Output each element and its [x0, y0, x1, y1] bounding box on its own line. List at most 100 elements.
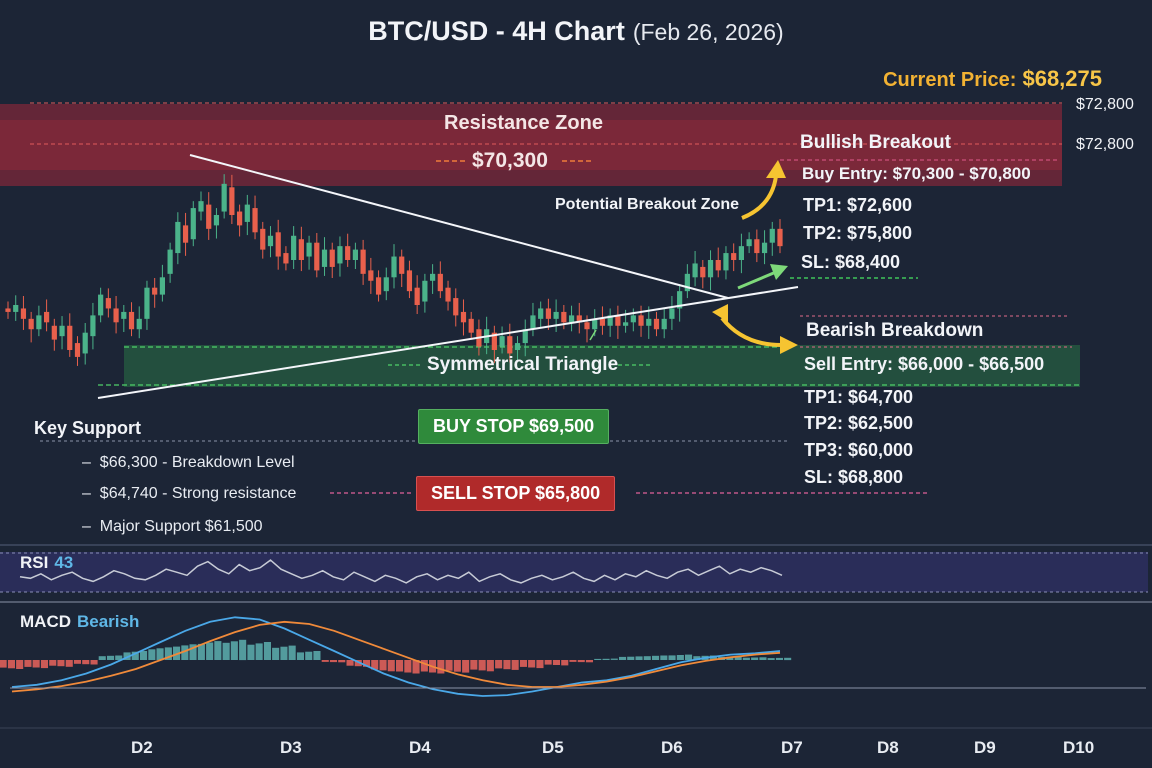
macd-bar: [140, 651, 148, 660]
macd-bar: [734, 656, 742, 660]
candle: [561, 311, 567, 323]
macd-bar: [437, 660, 445, 674]
macd-bar: [379, 660, 387, 671]
bullish-entry: Buy Entry: $70,300 - $70,800: [802, 164, 1031, 183]
resistance-zone-glow: [0, 120, 1062, 170]
candle: [491, 332, 497, 350]
bearish-arrow-tail: [712, 304, 728, 322]
support-zone: [124, 345, 1080, 387]
candle: [314, 242, 320, 271]
macd-bar: [404, 660, 412, 673]
candle: [522, 329, 528, 344]
breakout-tick: [589, 329, 597, 341]
macd-bar: [627, 656, 635, 660]
x-tick-label: D6: [661, 738, 683, 757]
macd-value: Bearish: [77, 612, 140, 631]
macd-bar: [82, 660, 90, 665]
candle: [252, 208, 258, 233]
candle: [221, 183, 227, 212]
macd-bar: [90, 660, 98, 665]
macd-bar: [73, 660, 81, 664]
candle: [468, 318, 474, 333]
candle: [723, 253, 729, 271]
candle: [152, 287, 158, 295]
candle: [159, 277, 165, 295]
macd-bar: [536, 660, 544, 669]
macd-bar: [503, 660, 511, 670]
candle: [190, 208, 196, 240]
bullish-tp2: TP2: $75,800: [803, 223, 913, 243]
macd-bar: [693, 656, 701, 660]
price-label-72800-b: $72,800: [1076, 136, 1134, 153]
macd-bar: [387, 660, 395, 672]
candle: [777, 228, 783, 247]
candle: [337, 246, 343, 264]
candle: [445, 287, 451, 302]
candle: [121, 311, 127, 319]
macd-bar: [164, 647, 172, 660]
candle: [345, 246, 351, 260]
sl-arrow: [737, 270, 777, 290]
candle: [715, 260, 721, 271]
candle: [746, 239, 752, 247]
macd-bar: [775, 657, 783, 660]
macd-line: [11, 616, 781, 697]
breakout-zone-label: Potential Breakout Zone: [555, 196, 740, 213]
macd-bar: [354, 660, 362, 667]
macd-bar: [685, 654, 693, 660]
candle: [5, 308, 11, 312]
macd-bar: [420, 660, 428, 672]
triangle-upper-line: [189, 154, 729, 299]
candle: [514, 343, 521, 350]
x-tick-label: D10: [1063, 738, 1095, 757]
candle: [707, 260, 714, 278]
macd-bar: [635, 656, 643, 660]
candle: [422, 280, 428, 302]
candle: [661, 318, 667, 330]
macd-bar: [247, 644, 255, 660]
candle: [136, 318, 142, 330]
bearish-arrow-head: [780, 336, 798, 354]
macd-bar: [561, 660, 569, 666]
macd-bar: [7, 660, 15, 669]
candle: [20, 308, 27, 319]
price-label-72800-a: $72,800: [1076, 96, 1134, 113]
macd-bar: [726, 656, 734, 660]
candle: [213, 215, 220, 226]
support-item-text-3: Major Support $61,500: [99, 518, 263, 535]
candle: [90, 315, 96, 337]
macd-bar: [272, 647, 280, 660]
candle: [260, 228, 266, 250]
x-tick-label: D9: [974, 738, 996, 757]
macd-bar: [709, 655, 717, 660]
candle: [244, 204, 250, 222]
macd-bar: [544, 660, 552, 665]
candle: [275, 232, 281, 257]
macd-bar: [511, 660, 519, 670]
macd-bar: [131, 651, 139, 660]
sell-stop-button[interactable]: SELL STOP $65,800: [416, 476, 616, 511]
macd-label: MACD Bearish: [20, 612, 139, 632]
candle: [623, 322, 629, 326]
macd-bar: [528, 660, 536, 668]
candle: [98, 294, 104, 316]
x-tick-label: D4: [409, 738, 431, 757]
candle: [460, 311, 467, 323]
bearish-tp1: TP1: $64,700: [804, 387, 914, 407]
candle: [291, 235, 297, 260]
candle: [700, 266, 706, 278]
macd-bar: [585, 660, 593, 663]
candle: [615, 315, 621, 326]
buy-stop-button[interactable]: BUY STOP $69,500: [418, 409, 610, 444]
macd-bar: [412, 660, 420, 674]
rsi-label: RSI 43: [20, 553, 73, 573]
candle: [538, 308, 544, 319]
triangle-lower-line: [97, 286, 799, 399]
candle: [638, 315, 644, 326]
candle: [430, 273, 436, 281]
support-item-3: – Major Support $61,500: [82, 518, 263, 536]
macd-bar: [296, 652, 304, 660]
dash-icon: –: [82, 518, 100, 535]
candle: [128, 311, 135, 330]
